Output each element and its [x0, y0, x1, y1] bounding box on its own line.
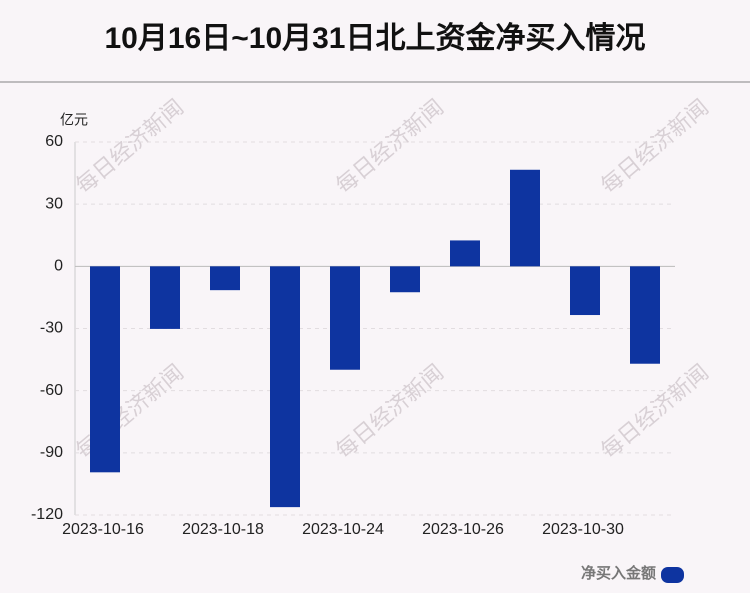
bar: [150, 266, 180, 329]
legend-label: 净买入金额: [581, 564, 656, 582]
y-tick-label: 30: [45, 195, 63, 212]
x-tick-label: 2023-10-30: [542, 521, 624, 538]
y-tick-label: -30: [40, 320, 63, 337]
bar: [570, 266, 600, 316]
y-tick-label: 0: [54, 258, 63, 275]
bar: [390, 266, 420, 293]
x-tick-label: 2023-10-24: [302, 521, 384, 538]
bar: [270, 266, 300, 508]
chart-title: 10月16日~10月31日北上资金净买入情况: [105, 21, 646, 55]
x-tick-label: 2023-10-26: [422, 521, 504, 538]
legend-swatch: [661, 567, 684, 583]
x-tick-label: 2023-10-16: [62, 521, 144, 538]
bar: [510, 169, 540, 267]
x-tick-label: 2023-10-18: [182, 521, 264, 538]
y-tick-label: -60: [40, 382, 63, 399]
y-tick-label: 60: [45, 133, 63, 150]
bar: [450, 240, 480, 267]
bar: [630, 266, 660, 364]
bar: [330, 266, 360, 370]
bar: [210, 266, 240, 291]
y-unit: 亿元: [60, 112, 88, 128]
y-tick-label: -90: [40, 444, 63, 461]
y-tick-label: -120: [31, 506, 63, 523]
bar: [90, 266, 120, 473]
